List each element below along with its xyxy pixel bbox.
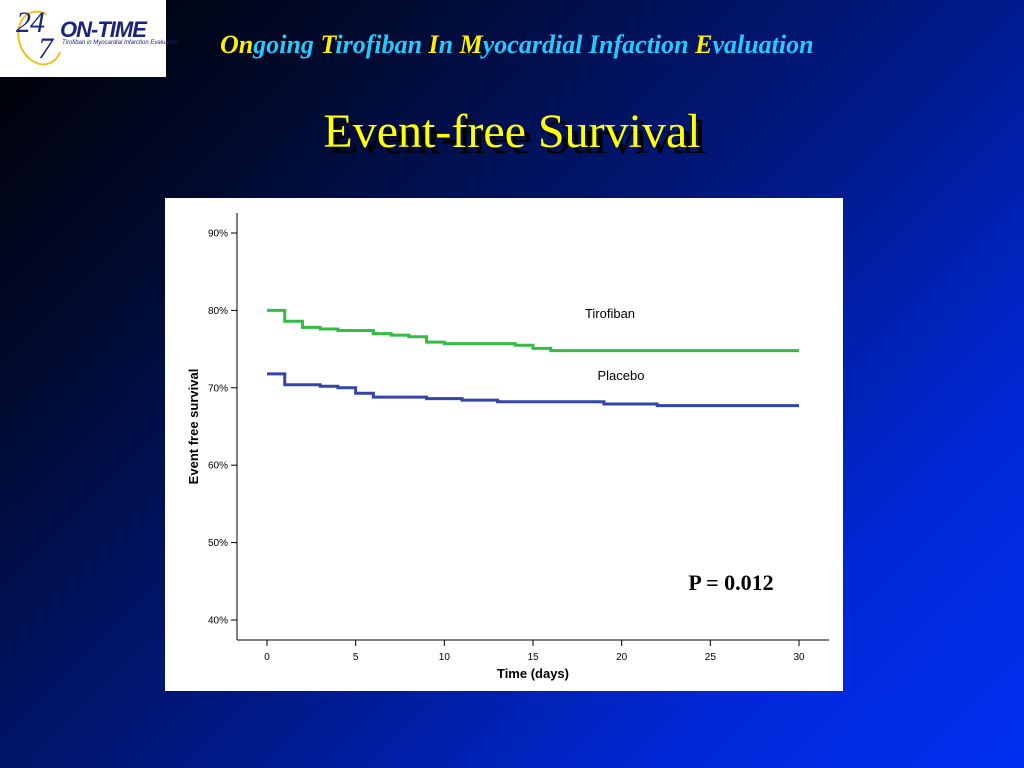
series-line-placebo	[267, 372, 799, 408]
y-tick-label: 60%	[208, 461, 228, 472]
chart-panel: 40% 50% 60% 70% 80% 90% 0 5 10 15 20 25 30 Time (days…	[165, 198, 843, 691]
y-tick-label: 50%	[208, 538, 228, 549]
study-title-part: T	[320, 30, 336, 59]
logo-number-7: 7	[38, 32, 53, 65]
x-tick-label: 5	[353, 652, 359, 663]
study-title-part: On	[220, 30, 254, 59]
study-title-part: M	[459, 30, 483, 59]
study-title: Ongoing Tirofiban In Myocardial Infactio…	[220, 30, 814, 60]
y-axis-label: Event free survival	[186, 369, 201, 485]
p-value-annotation: P = 0.012	[688, 570, 773, 595]
x-tick-label: 30	[793, 652, 805, 663]
series-label-tirofiban: Tirofiban	[585, 306, 635, 321]
y-tick-label: 70%	[208, 383, 228, 394]
x-axis-label: Time (days)	[497, 666, 569, 681]
y-tick-label: 80%	[208, 306, 228, 317]
on-time-logo: 24 7 ON-TIME Tirofiban in Myocardial Inf…	[0, 0, 178, 77]
x-tick-label: 0	[264, 652, 270, 663]
x-tick-label: 10	[439, 652, 451, 663]
x-tick-label: 15	[527, 652, 539, 663]
y-tick-label: 90%	[208, 229, 228, 240]
logo-number-24: 24	[16, 6, 45, 39]
x-tick-label: 25	[705, 652, 717, 663]
study-title-part: going	[253, 30, 321, 59]
study-title-part: E	[695, 30, 713, 59]
logo-name: ON-TIME	[60, 17, 147, 42]
study-title-part: irofiban	[335, 30, 429, 59]
y-tick-label: 40%	[208, 616, 228, 627]
series-line-tirofiban	[267, 308, 799, 353]
study-title-part: n	[438, 30, 460, 59]
survival-chart: 40% 50% 60% 70% 80% 90% 0 5 10 15 20 25 30 Time (days…	[186, 213, 829, 681]
logo-tagline: Tirofiban in Myocardial Infarction Evalu…	[62, 40, 179, 46]
study-title-part: I	[428, 30, 439, 59]
slide-title: Event-free Survival	[323, 105, 701, 158]
study-title-part: yocardial Infaction	[482, 30, 696, 59]
study-title-part: valuation	[712, 30, 814, 59]
x-tick-label: 20	[616, 652, 628, 663]
series-label-placebo: Placebo	[598, 368, 645, 383]
